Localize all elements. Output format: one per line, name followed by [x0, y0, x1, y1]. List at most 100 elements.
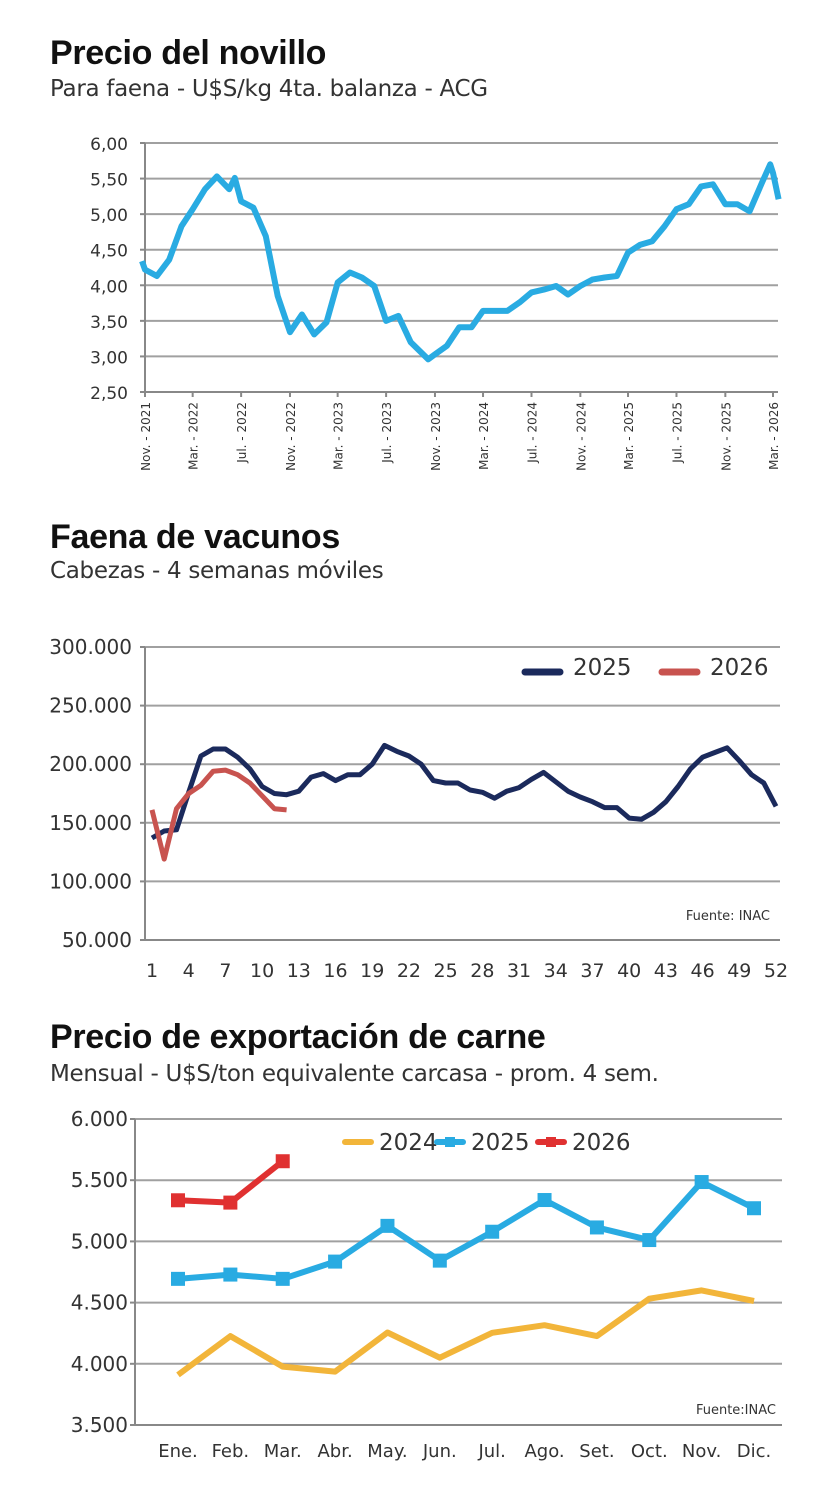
x-tick-label: Ago.	[524, 1441, 564, 1462]
y-tick-label: 3,00	[90, 348, 128, 368]
x-tick-label: Mar.	[264, 1441, 302, 1462]
x-tick-label: 16	[323, 960, 347, 982]
y-tick-label: 200.000	[49, 752, 132, 776]
series-line-2026	[149, 767, 287, 862]
y-tick-label: 4.000	[71, 1352, 128, 1376]
x-tick-label: 22	[397, 960, 421, 982]
data-point-2025	[694, 1175, 709, 1190]
price-line	[139, 161, 782, 363]
series-line-2025	[150, 742, 779, 841]
x-tick-label: Dic.	[737, 1441, 771, 1462]
source-note: Fuente: INAC	[686, 909, 770, 924]
x-tick-label: 40	[617, 960, 641, 982]
x-tick-label: 13	[287, 960, 311, 982]
x-tick-label: Jul. - 2025	[670, 402, 684, 464]
y-tick-label: 300.000	[49, 635, 132, 659]
data-point-2025	[537, 1193, 552, 1208]
data-point-2025	[328, 1254, 343, 1269]
chart2-subtitle: Cabezas - 4 semanas móviles	[50, 558, 384, 584]
y-tick-label: 5.500	[71, 1168, 128, 1192]
legend-label: 2025	[471, 1130, 530, 1156]
x-tick-label: Abr.	[317, 1441, 352, 1462]
legend-label: 2026	[572, 1130, 631, 1156]
y-tick-label: 4,00	[90, 277, 128, 297]
chart2-slaughter: 300.000 250.000 200.000 150.000 100.000 50.00…	[49, 635, 788, 982]
data-point-2025	[380, 1218, 395, 1233]
x-tick-label: Oct.	[631, 1441, 668, 1462]
x-tick-label: Set.	[579, 1441, 614, 1462]
legend-label: 2026	[710, 655, 769, 681]
chart3-title: Precio de exportación de carne	[50, 1018, 546, 1056]
legend-label: 2024	[379, 1130, 438, 1156]
x-tick-label: Ene.	[158, 1441, 198, 1462]
x-tick-label: 28	[470, 960, 494, 982]
data-point-2026	[275, 1154, 290, 1169]
y-tick-label: 5,00	[90, 206, 128, 226]
data-point-2025	[223, 1267, 238, 1282]
y-tick-label: 100.000	[49, 869, 132, 893]
y-tick-label: 150.000	[49, 811, 132, 835]
data-point-2025	[275, 1271, 290, 1286]
x-tick-label: 52	[764, 960, 788, 982]
x-tick-label: Mar. - 2022	[187, 402, 201, 470]
chart3-subtitle: Mensual - U$S/ton equivalente carcasa - …	[50, 1061, 659, 1087]
data-point-2025	[589, 1220, 604, 1235]
y-tick-label: 250.000	[49, 694, 132, 718]
x-tick-label: Jul. - 2024	[525, 402, 539, 464]
x-tick-label: Jul. - 2023	[380, 402, 394, 464]
chart1-subtitle: Para faena - U$S/kg 4ta. balanza - ACG	[50, 76, 488, 102]
y-tick-label: 50.000	[62, 928, 132, 952]
x-tick-label: 19	[360, 960, 384, 982]
x-tick-label: 37	[580, 960, 604, 982]
x-tick-label: Nov.	[682, 1441, 721, 1462]
x-tick-label: 34	[544, 960, 568, 982]
data-point-2025	[747, 1201, 761, 1216]
x-tick-label: Mar. - 2026	[767, 402, 781, 470]
data-point-2025	[642, 1233, 657, 1248]
series-line-2025	[177, 1179, 756, 1282]
y-tick-label: 6,00	[90, 135, 128, 155]
y-tick-label: 4.500	[71, 1291, 128, 1315]
x-tick-label: May.	[367, 1441, 407, 1462]
chart1-steer-price: 6,00 5,50 5,00 4,50 4,00 3,50 3,00 2,50 Nov. - 2…	[90, 135, 782, 471]
x-tick-label: 7	[219, 960, 231, 982]
x-tick-label: Jul. - 2022	[235, 402, 249, 464]
x-tick-label: 4	[183, 960, 195, 982]
series-line-2024	[176, 1287, 755, 1378]
data-point-2025	[171, 1271, 185, 1286]
x-tick-label: Mar. - 2025	[622, 402, 636, 470]
data-point-2026	[171, 1193, 185, 1208]
data-point-2025	[485, 1224, 500, 1239]
x-tick-label: 31	[507, 960, 531, 982]
y-tick-label: 5,50	[90, 171, 128, 191]
y-tick-label: 5.000	[71, 1229, 128, 1253]
y-tick-label: 6.000	[71, 1107, 128, 1131]
chart1-title: Precio del novillo	[50, 34, 327, 72]
legend-marker-2026	[546, 1137, 556, 1147]
data-point-2026	[223, 1195, 238, 1210]
x-tick-label: 10	[250, 960, 274, 982]
x-tick-label: 49	[727, 960, 751, 982]
x-tick-label: Mar. - 2023	[332, 402, 346, 470]
x-tick-label: 46	[690, 960, 714, 982]
y-tick-label: 4,50	[90, 242, 128, 262]
x-tick-label: 1	[146, 960, 158, 982]
x-tick-label: Mar. - 2024	[477, 402, 491, 470]
x-tick-label: Nov. - 2023	[429, 402, 443, 471]
source-note: Fuente:INAC	[696, 1403, 776, 1418]
x-tick-label: Nov. - 2025	[719, 402, 733, 471]
y-tick-label: 3,50	[90, 313, 128, 333]
x-tick-label: Nov. - 2024	[574, 402, 588, 471]
data-point-2025	[432, 1253, 447, 1268]
x-tick-label: Feb.	[212, 1441, 250, 1462]
x-tick-label: Jul.	[477, 1441, 505, 1462]
x-tick-label: Jun.	[422, 1441, 457, 1462]
chart2-title: Faena de vacunos	[50, 518, 340, 556]
y-tick-label: 2,50	[90, 384, 128, 404]
legend-label: 2025	[573, 655, 632, 681]
x-tick-label: Nov. - 2022	[284, 402, 298, 471]
legend-marker-2025	[445, 1137, 455, 1147]
x-tick-label: Nov. - 2021	[139, 402, 153, 471]
x-tick-label: 43	[654, 960, 678, 982]
